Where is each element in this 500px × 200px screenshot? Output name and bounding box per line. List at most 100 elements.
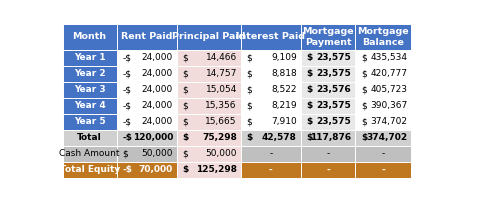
Text: 125,298: 125,298: [196, 165, 237, 174]
Text: Rent Paid: Rent Paid: [121, 32, 172, 41]
Text: $: $: [182, 53, 188, 62]
Bar: [117, 66, 177, 82]
Text: Mortgage
Balance: Mortgage Balance: [358, 27, 409, 47]
Text: 23,575: 23,575: [316, 53, 351, 62]
Bar: [241, 146, 301, 162]
Bar: [241, 82, 301, 98]
Text: $: $: [361, 69, 366, 78]
Bar: [177, 146, 241, 162]
Text: Year 1: Year 1: [74, 53, 106, 62]
Text: $: $: [361, 133, 367, 142]
Bar: [301, 146, 355, 162]
Text: 14,757: 14,757: [206, 69, 237, 78]
Bar: [62, 50, 117, 66]
Bar: [355, 24, 412, 50]
Text: -: -: [382, 165, 385, 174]
Text: $: $: [182, 117, 188, 126]
Text: 435,534: 435,534: [370, 53, 408, 62]
Text: $: $: [182, 149, 188, 158]
Text: 374,702: 374,702: [366, 133, 408, 142]
Bar: [241, 98, 301, 114]
Text: $: $: [246, 101, 252, 110]
Bar: [355, 146, 412, 162]
Bar: [241, 114, 301, 130]
Text: 405,723: 405,723: [370, 85, 408, 94]
Text: $: $: [182, 85, 188, 94]
Text: $: $: [361, 53, 366, 62]
Text: 14,466: 14,466: [206, 53, 237, 62]
Bar: [62, 146, 117, 162]
Bar: [117, 82, 177, 98]
Text: 8,818: 8,818: [271, 69, 297, 78]
Bar: [177, 130, 241, 146]
Text: 15,665: 15,665: [206, 117, 237, 126]
Bar: [62, 82, 117, 98]
Bar: [355, 50, 412, 66]
Text: 24,000: 24,000: [142, 117, 173, 126]
Text: $: $: [246, 133, 253, 142]
Text: $: $: [306, 133, 313, 142]
Text: $: $: [182, 101, 188, 110]
Text: $: $: [306, 53, 313, 62]
Text: 24,000: 24,000: [142, 85, 173, 94]
Text: Mortgage
Payment: Mortgage Payment: [302, 27, 354, 47]
Bar: [241, 130, 301, 146]
Text: $: $: [246, 69, 252, 78]
Text: 23,575: 23,575: [316, 117, 351, 126]
Bar: [62, 114, 117, 130]
Bar: [241, 162, 301, 178]
Bar: [355, 162, 412, 178]
Text: $: $: [182, 69, 188, 78]
Text: $: $: [182, 165, 189, 174]
Bar: [301, 130, 355, 146]
Text: $: $: [306, 69, 313, 78]
Text: 15,054: 15,054: [206, 85, 237, 94]
Text: -: -: [269, 149, 272, 158]
Text: 15,356: 15,356: [206, 101, 237, 110]
Text: Total: Total: [77, 133, 102, 142]
Bar: [62, 66, 117, 82]
Text: $: $: [246, 117, 252, 126]
Text: 390,367: 390,367: [370, 101, 408, 110]
Text: Year 4: Year 4: [74, 101, 106, 110]
Bar: [117, 114, 177, 130]
Text: 120,000: 120,000: [132, 133, 173, 142]
Bar: [117, 130, 177, 146]
Text: 9,109: 9,109: [271, 53, 297, 62]
Text: Principal Paid: Principal Paid: [172, 32, 246, 41]
Bar: [301, 114, 355, 130]
Text: -: -: [382, 149, 385, 158]
Bar: [117, 162, 177, 178]
Text: -: -: [326, 149, 330, 158]
Text: Year 5: Year 5: [74, 117, 106, 126]
Text: 70,000: 70,000: [138, 165, 173, 174]
Text: Cash Amount: Cash Amount: [60, 149, 120, 158]
Bar: [177, 98, 241, 114]
Text: -$: -$: [122, 133, 132, 142]
Text: 23,575: 23,575: [316, 101, 351, 110]
Bar: [355, 114, 412, 130]
Text: 8,219: 8,219: [272, 101, 297, 110]
Bar: [301, 98, 355, 114]
Bar: [117, 98, 177, 114]
Text: Year 2: Year 2: [74, 69, 106, 78]
Text: 50,000: 50,000: [142, 149, 173, 158]
Text: $: $: [246, 85, 252, 94]
Text: 420,777: 420,777: [370, 69, 408, 78]
Text: 75,298: 75,298: [202, 133, 237, 142]
Bar: [301, 162, 355, 178]
Bar: [177, 162, 241, 178]
Bar: [355, 82, 412, 98]
Bar: [241, 24, 301, 50]
Bar: [355, 130, 412, 146]
Text: Month: Month: [72, 32, 106, 41]
Text: -$: -$: [122, 53, 132, 62]
Text: 374,702: 374,702: [370, 117, 408, 126]
Text: $: $: [306, 117, 313, 126]
Text: 24,000: 24,000: [142, 53, 173, 62]
Bar: [117, 24, 177, 50]
Text: $: $: [306, 85, 313, 94]
Bar: [62, 162, 117, 178]
Bar: [241, 50, 301, 66]
Text: 24,000: 24,000: [142, 101, 173, 110]
